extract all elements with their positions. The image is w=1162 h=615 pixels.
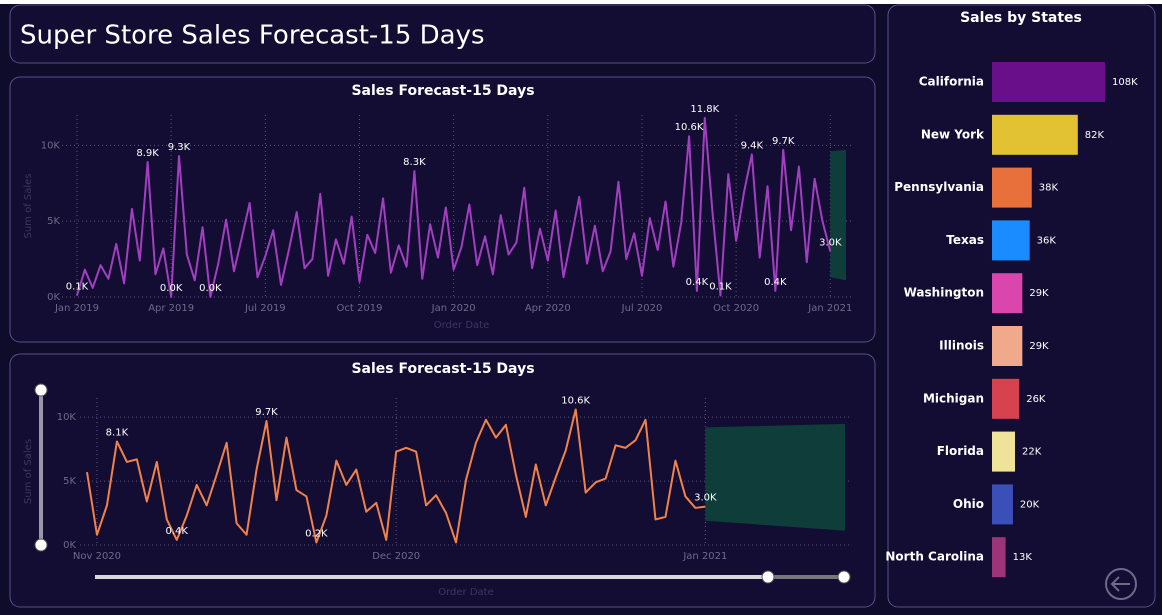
y-tick-label: 10K — [57, 412, 77, 423]
forecast-band — [705, 423, 845, 531]
bar — [992, 167, 1032, 208]
sales-line — [76, 117, 832, 298]
x-tick-label: Apr 2019 — [148, 303, 194, 314]
data-label: 0.4K — [764, 277, 787, 288]
category-label: Texas — [946, 233, 984, 247]
bar — [992, 273, 1023, 314]
data-label: 3.0K — [694, 493, 717, 504]
data-label: 22K — [1022, 447, 1042, 458]
y-axis-label: Sum of Sales — [23, 439, 34, 504]
data-label: 13K — [1013, 552, 1033, 563]
slider-handle[interactable] — [761, 570, 775, 584]
category-label: Michigan — [923, 391, 984, 405]
data-label: 8.9K — [136, 148, 159, 159]
data-label: 8.1K — [106, 427, 129, 438]
y-tick-label: 5K — [63, 476, 76, 487]
data-label: 9.4K — [741, 140, 764, 151]
sales-line — [86, 408, 706, 544]
x-tick-label: Jan 2020 — [431, 303, 476, 314]
data-label: 9.3K — [168, 142, 191, 153]
data-label: 0.0K — [160, 283, 183, 294]
data-label: 29K — [1029, 341, 1049, 352]
data-label: 0.4K — [686, 277, 709, 288]
data-label: 11.8K — [690, 104, 719, 115]
bar — [992, 62, 1105, 102]
category-label: North Carolina — [885, 550, 984, 564]
data-label: 0.2K — [305, 528, 328, 539]
data-label: 26K — [1026, 394, 1046, 405]
range-slider[interactable] — [34, 383, 851, 584]
chart-panel — [9, 76, 876, 343]
bar — [992, 378, 1020, 419]
chart-title: Sales by States — [960, 10, 1082, 26]
bar — [992, 114, 1078, 155]
back-icon[interactable] — [1105, 568, 1137, 600]
chart-title: Sales Forecast-15 Days — [351, 83, 534, 99]
x-tick-label: Nov 2020 — [73, 551, 121, 562]
x-axis-label: Order Date — [434, 320, 490, 331]
category-label: Florida — [937, 444, 984, 458]
data-label: 9.7K — [772, 136, 795, 147]
x-axis-label: Order Date — [438, 587, 494, 598]
x-tick-label: Jan 2019 — [54, 303, 99, 314]
back-button[interactable] — [1105, 568, 1137, 600]
chart-title: Sales Forecast-15 Days — [351, 361, 534, 377]
data-label: 0.0K — [199, 283, 222, 294]
bar — [992, 537, 1006, 578]
back-arrow — [1110, 576, 1130, 592]
bar — [992, 326, 1023, 366]
slider-handle[interactable] — [837, 570, 851, 584]
data-label: 10.6K — [675, 122, 704, 133]
data-label: 3.0K — [819, 238, 842, 249]
category-label: Washington — [904, 286, 984, 300]
title-panel — [9, 4, 876, 64]
x-tick-label: Apr 2020 — [525, 303, 571, 314]
y-tick-label: 0K — [47, 292, 60, 303]
data-label: 82K — [1085, 130, 1105, 141]
data-label: 20K — [1020, 499, 1040, 510]
x-tick-label: Dec 2020 — [372, 551, 420, 562]
category-label: Ohio — [953, 497, 984, 511]
x-tick-label: Jul 2020 — [621, 303, 663, 314]
y-tick-label: 5K — [47, 216, 60, 227]
dashboard-title: Super Store Sales Forecast-15 Days — [20, 21, 485, 51]
x-tick-label: Jan 2021 — [682, 551, 727, 562]
category-label: California — [919, 75, 984, 89]
top-strip — [0, 0, 1162, 4]
bar — [992, 431, 1016, 472]
forecast-band — [830, 149, 846, 281]
data-label: 0.4K — [166, 526, 189, 537]
y-axis-label: Sum of Sales — [23, 173, 34, 238]
bar — [992, 484, 1013, 525]
data-label: 0.1K — [66, 281, 89, 292]
category-label: New York — [921, 127, 985, 141]
y-tick-label: 10K — [41, 140, 61, 151]
x-tick-label: Jul 2019 — [244, 303, 286, 314]
x-tick-label: Oct 2019 — [337, 303, 383, 314]
data-label: 8.3K — [403, 157, 426, 168]
data-label: 9.7K — [255, 407, 278, 418]
data-label: 38K — [1039, 183, 1059, 194]
data-label: 10.6K — [561, 396, 590, 407]
slider-handle[interactable] — [34, 383, 48, 397]
data-label: 108K — [1112, 77, 1138, 88]
bar — [992, 220, 1030, 261]
chart-panel — [9, 353, 876, 608]
category-label: Illinois — [939, 339, 984, 353]
data-label: 36K — [1037, 235, 1057, 246]
data-label: 29K — [1029, 288, 1049, 299]
slider-handle[interactable] — [34, 538, 48, 552]
data-label: 0.1K — [709, 281, 732, 292]
y-tick-label: 0K — [63, 540, 76, 551]
category-label: Pennsylvania — [894, 180, 984, 194]
x-tick-label: Oct 2020 — [713, 303, 759, 314]
x-tick-label: Jan 2021 — [807, 303, 852, 314]
